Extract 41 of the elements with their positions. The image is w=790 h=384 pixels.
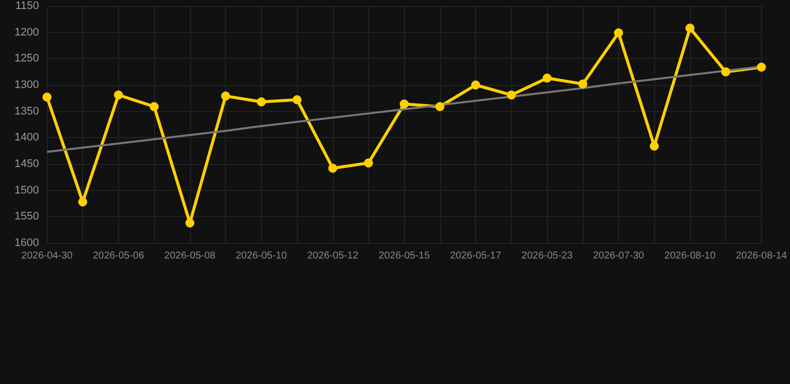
x-tick-label: 2026-04-30 [21,250,74,262]
y-tick-label: 1200 [14,26,39,38]
point [614,28,624,38]
x-tick-label: 2026-05-06 [92,250,144,262]
y-tick-label: 1500 [14,184,39,196]
point [256,97,266,106]
point [650,142,659,151]
y-tick-label: 1600 [14,237,39,249]
point [685,24,694,33]
y-tick-label: 1150 [15,0,39,12]
x-tick-label: 2026-05-10 [236,250,288,262]
y-tick-label: 1350 [14,105,39,118]
point [221,92,230,101]
point [471,80,480,90]
point [185,218,194,228]
x-tick-label: 2026-05-17 [450,250,502,262]
point [578,79,588,88]
point [756,62,766,72]
point [721,67,730,76]
x-tick-label: 2026-05-15 [378,250,430,262]
y-tick-label: 1300 [14,79,39,91]
point [292,95,302,104]
point [435,102,444,112]
x-tick-label: 2026-05-23 [522,250,574,262]
x-tick-label: 2026-05-12 [307,250,359,262]
y-tick-label: 1400 [14,132,39,144]
point [114,90,123,100]
y-tick-label: 1450 [14,158,39,170]
point [328,164,338,173]
point [542,74,552,83]
y-tick-label: 1250 [14,52,39,65]
point [400,99,409,108]
point [506,90,516,100]
x-tick-label: 2026-05-08 [164,250,216,262]
point [150,102,159,112]
point [364,158,373,168]
x-tick-label: 2026-07-30 [592,250,645,262]
point [42,92,52,102]
y-tick-label: 1550 [14,210,39,223]
x-tick-label: 2026-08-10 [664,250,716,262]
x-tick-label: 2026-08-14 [736,250,788,262]
